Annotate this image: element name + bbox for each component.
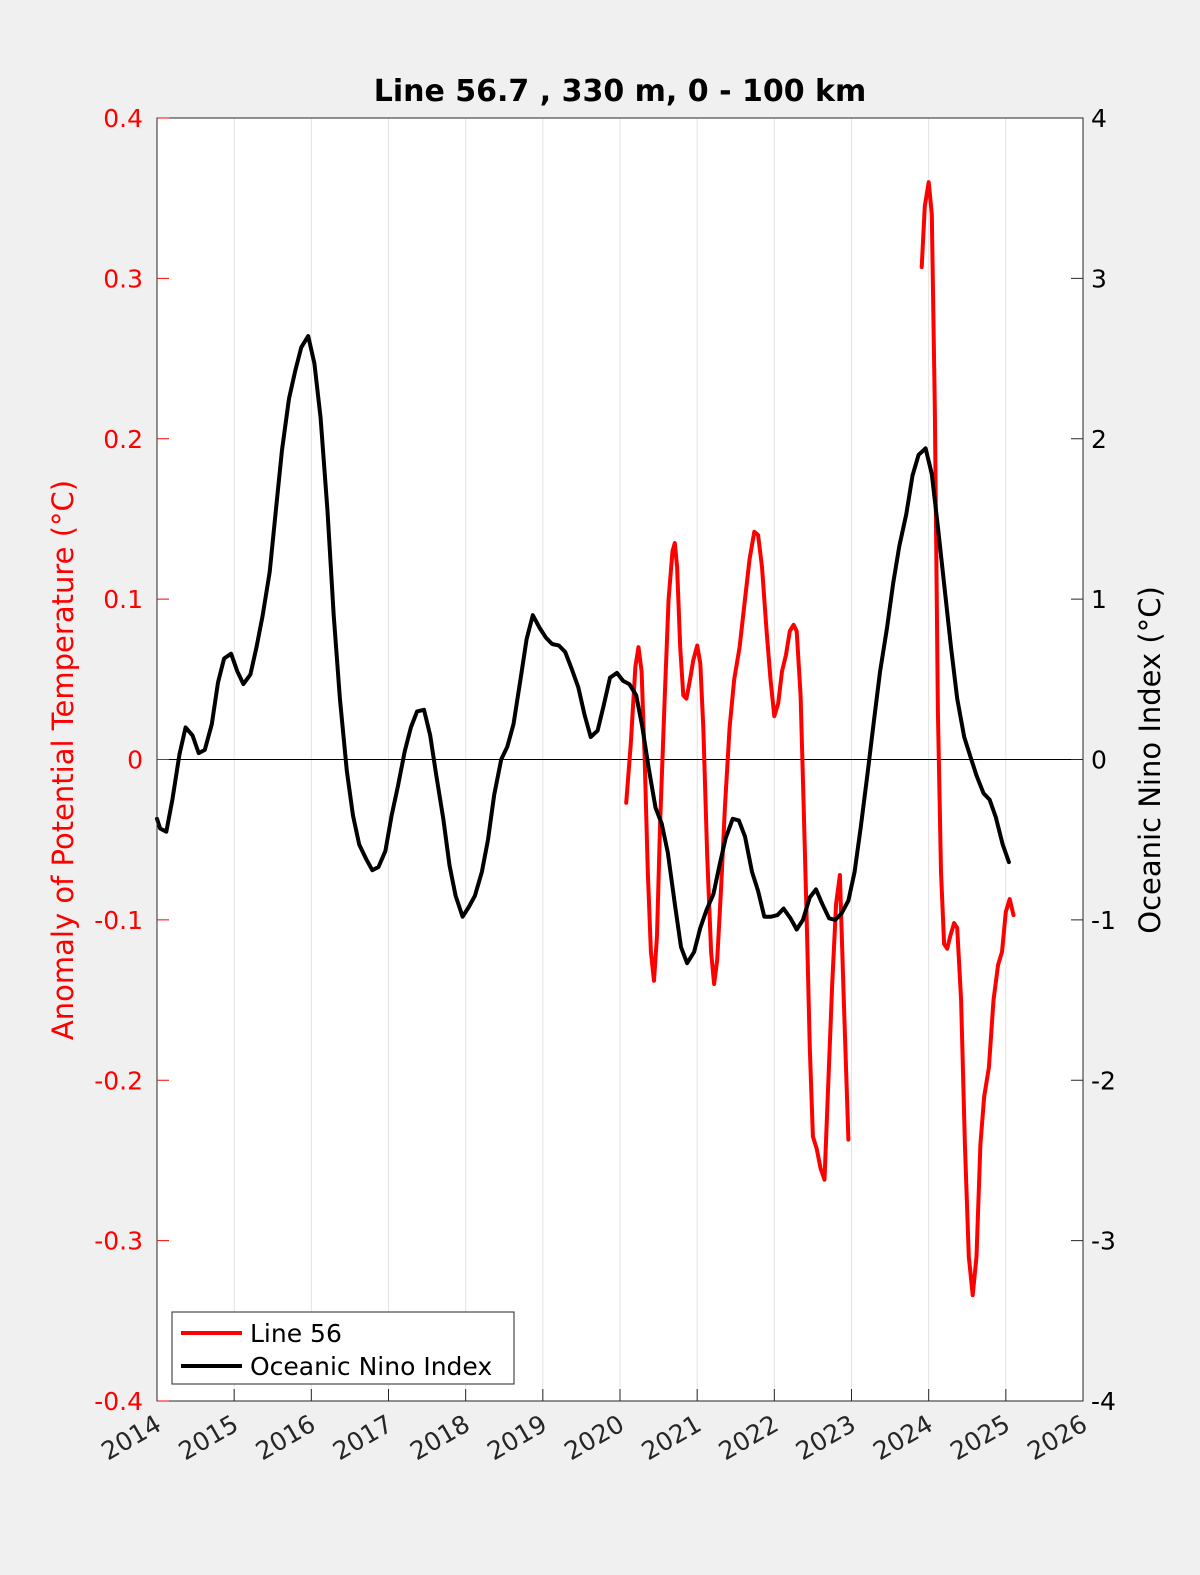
y-right-tick-label: -2 bbox=[1091, 1066, 1116, 1095]
x-tick-label: 2022 bbox=[714, 1409, 784, 1466]
y-left-tick-label: -0.1 bbox=[94, 906, 143, 935]
y-left-tick-label: 0.2 bbox=[103, 425, 143, 454]
x-tick-label: 2026 bbox=[1022, 1409, 1092, 1466]
y-axis-left-label: Anomaly of Potential Temperature (°C) bbox=[46, 480, 80, 1040]
y-right-tick-label: -4 bbox=[1091, 1387, 1116, 1416]
x-tick-label: 2020 bbox=[559, 1409, 629, 1466]
y-right-tick-label: 2 bbox=[1091, 425, 1107, 454]
series-layer bbox=[155, 180, 1016, 1298]
y-right-tick-label: 1 bbox=[1091, 585, 1107, 614]
x-tick-label: 2024 bbox=[868, 1409, 938, 1466]
y-right-tick-label: -1 bbox=[1091, 906, 1116, 935]
x-tick-label: 2023 bbox=[791, 1409, 861, 1466]
y-right-tick-label: 0 bbox=[1091, 746, 1107, 775]
y-right-tick-label: -3 bbox=[1091, 1227, 1116, 1256]
y-left-tick-label: 0.4 bbox=[103, 104, 143, 133]
series-line-56-segment-2 bbox=[919, 180, 1016, 1298]
left-axis: -0.4 -0.3 -0.2 -0.1 0 0.1 0.2 0.3 0.4 bbox=[94, 104, 169, 1416]
x-tick-label: 2025 bbox=[945, 1409, 1015, 1466]
legend-label-oni: Oceanic Nino Index bbox=[250, 1352, 492, 1381]
legend: Line 56 Oceanic Nino Index bbox=[171, 1311, 515, 1385]
x-tick-label: 2021 bbox=[637, 1409, 707, 1466]
y-left-tick-label: -0.2 bbox=[94, 1066, 143, 1095]
legend-label-line56: Line 56 bbox=[250, 1319, 342, 1348]
chart-title: Line 56.7 , 330 m, 0 - 100 km bbox=[374, 74, 867, 109]
x-tick-label: 2019 bbox=[482, 1409, 552, 1466]
y-left-tick-label: 0.3 bbox=[103, 264, 143, 293]
series-oceanic-nino-index-segment-1 bbox=[155, 334, 1011, 966]
x-tick-label: 2018 bbox=[405, 1409, 475, 1466]
right-axis: -4 -3 -2 -1 0 1 2 3 4 bbox=[1071, 104, 1116, 1416]
x-tick-label: 2017 bbox=[328, 1409, 398, 1466]
y-axis-right-label: Oceanic Nino Index (°C) bbox=[1133, 586, 1167, 934]
y-left-tick-label: -0.4 bbox=[94, 1387, 143, 1416]
y-right-tick-label: 4 bbox=[1091, 104, 1107, 133]
legend-box bbox=[171, 1311, 515, 1385]
y-left-tick-label: 0.1 bbox=[103, 585, 143, 614]
x-tick-label: 2014 bbox=[96, 1409, 166, 1466]
x-tick-label: 2015 bbox=[174, 1409, 244, 1466]
x-tick-label: 2016 bbox=[251, 1409, 321, 1466]
y-left-tick-label: 0 bbox=[127, 746, 143, 775]
y-right-tick-label: 3 bbox=[1091, 264, 1107, 293]
y-left-tick-label: -0.3 bbox=[94, 1227, 143, 1256]
